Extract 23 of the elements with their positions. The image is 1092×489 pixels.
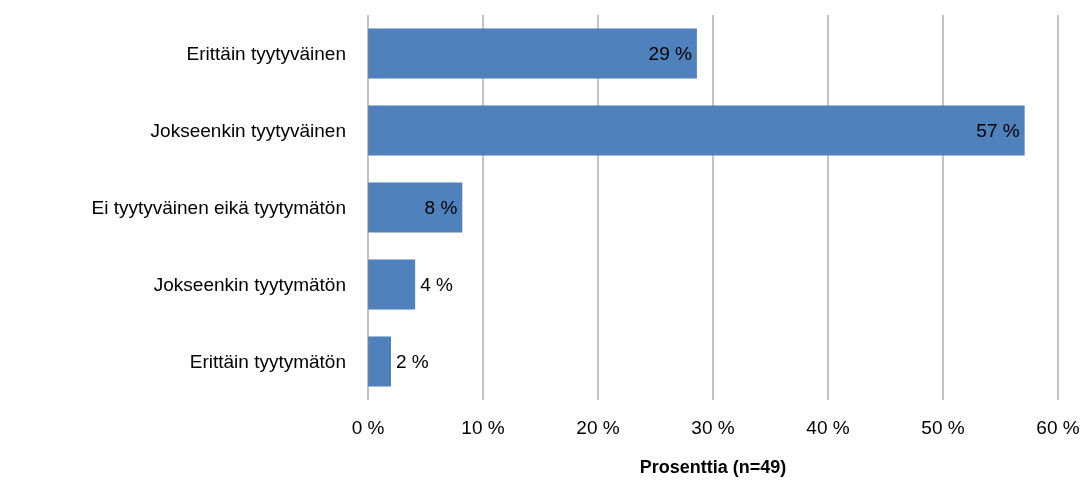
bar — [368, 336, 391, 387]
x-tick-label: 40 % — [806, 417, 850, 438]
bar — [368, 259, 416, 310]
x-tick-label: 30 % — [691, 417, 735, 438]
data-label: 4 % — [420, 274, 453, 296]
y-tick-label: Ei tyytyväinen eikä tyytymätön — [91, 197, 346, 219]
y-tick-label: Jokseenkin tyytymätön — [153, 274, 346, 296]
bar — [368, 105, 1025, 156]
x-tick-label: 60 % — [1036, 417, 1080, 438]
x-tick-label: 0 % — [351, 417, 385, 438]
y-tick-label: Jokseenkin tyytyväinen — [150, 120, 346, 142]
x-tick-label: 20 % — [576, 417, 620, 438]
x-axis-title: Prosenttia (n=49) — [639, 457, 787, 477]
data-label: 8 % — [424, 197, 458, 219]
x-tick-label: 10 % — [461, 417, 505, 438]
y-tick-label: Erittäin tyytymätön — [189, 351, 346, 373]
y-tick-label: Erittäin tyytyväinen — [186, 43, 346, 65]
data-label: 29 % — [648, 43, 692, 65]
data-label: 57 % — [976, 120, 1020, 142]
data-label: 2 % — [396, 351, 429, 373]
x-tick-label: 50 % — [921, 417, 965, 438]
bar — [368, 28, 697, 79]
bar — [368, 182, 463, 233]
